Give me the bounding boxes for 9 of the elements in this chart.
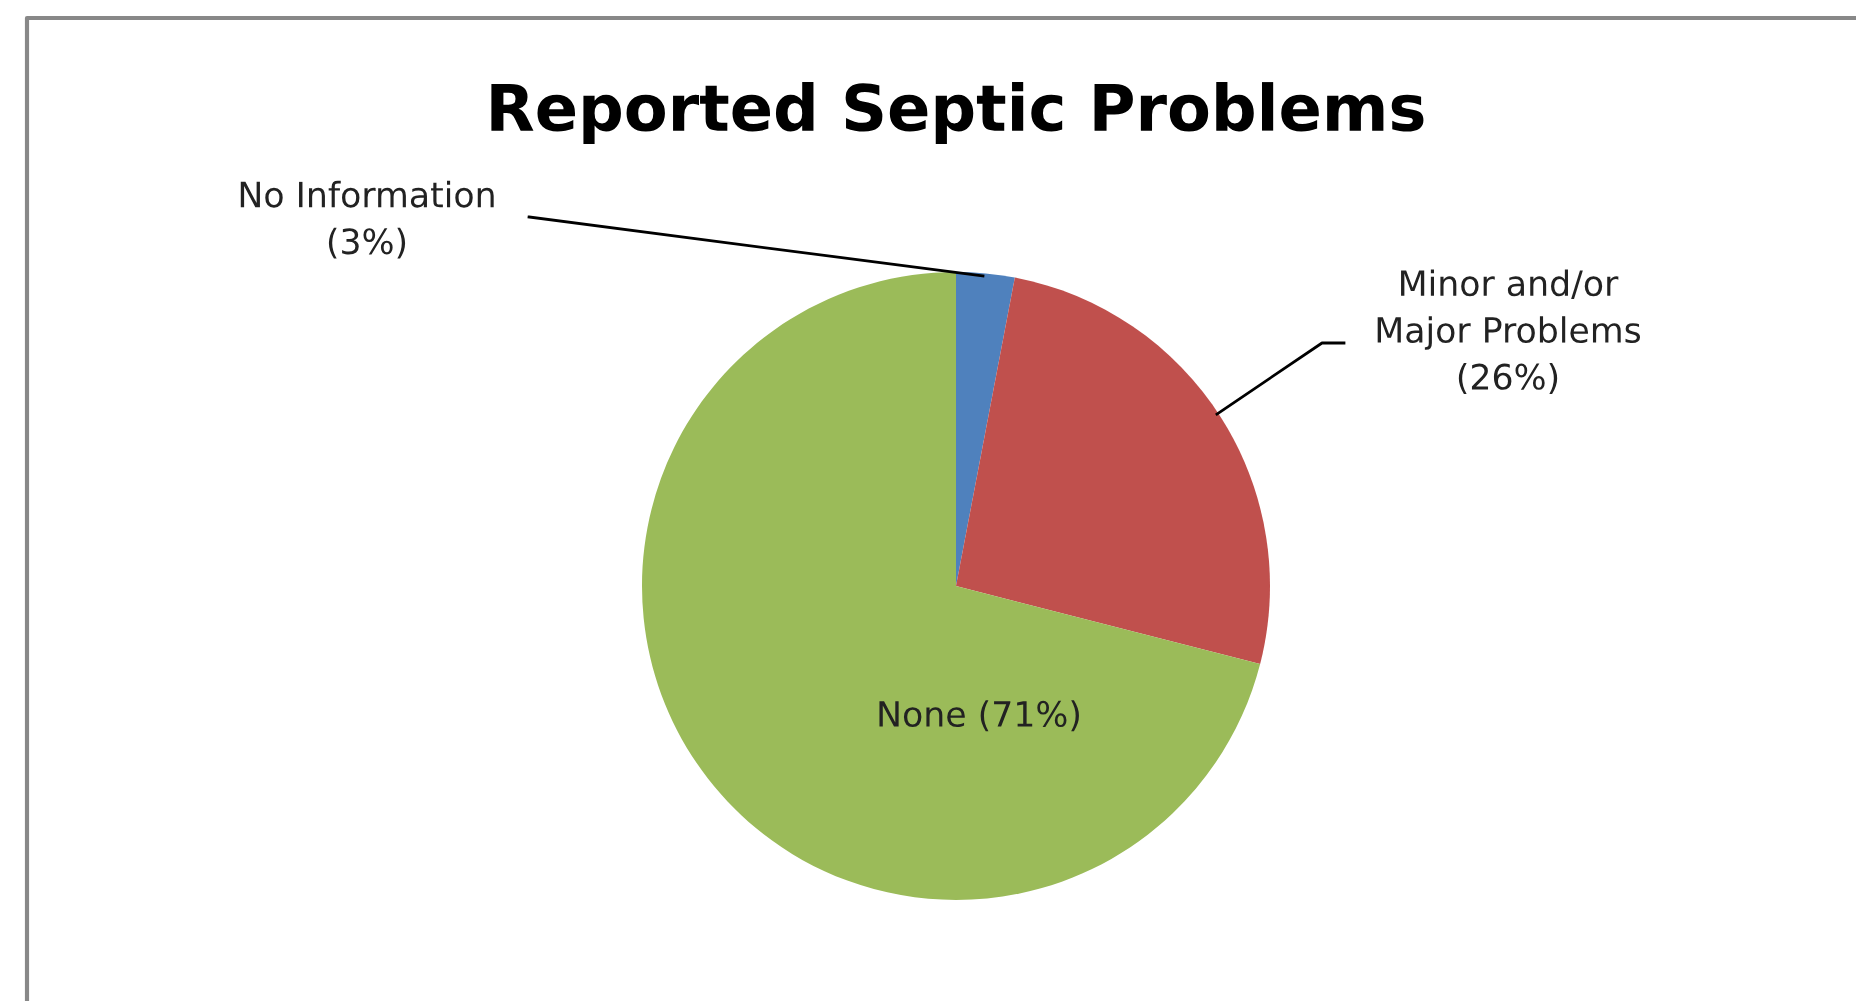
slice-label: No Information [240,180,494,208]
slice-label: None (71%) [879,700,1079,732]
slice-label: Minor and/or Major Problems [1377,269,1641,350]
data-label: (3%) [328,227,406,259]
chart-title: Reported Septic Problems [491,82,1424,144]
pie-slice [956,277,1270,665]
pie-slice [956,272,1015,586]
pie-slice [642,272,1261,900]
data-label: (26%) [1458,363,1558,394]
